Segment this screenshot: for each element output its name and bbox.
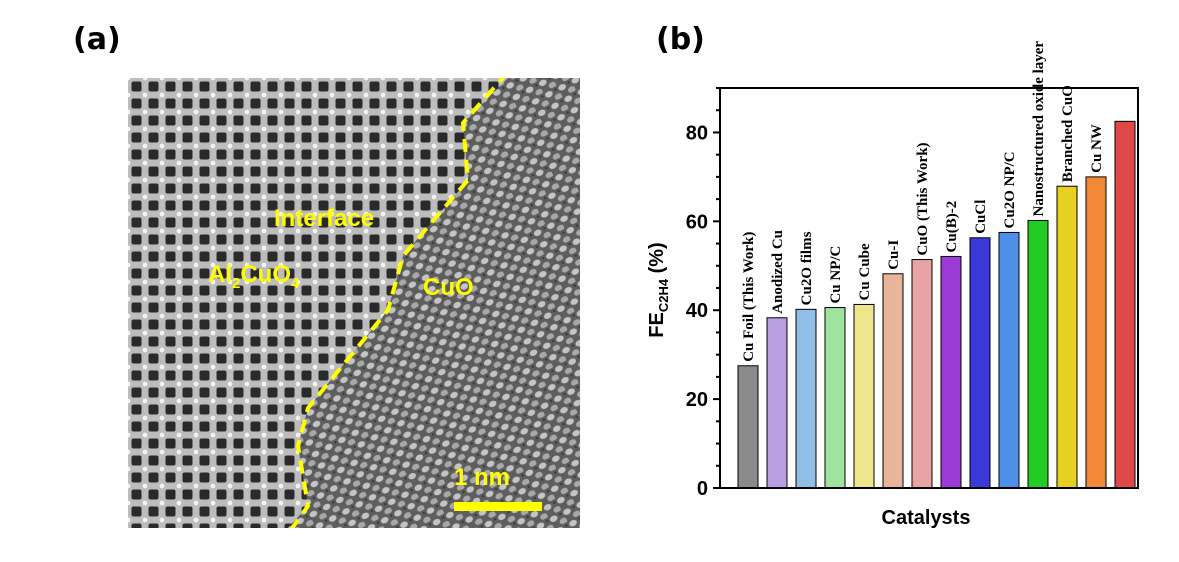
bar [824, 307, 846, 489]
plot-frame [719, 87, 1139, 489]
bar [940, 255, 962, 489]
bar [1056, 185, 1078, 489]
bar [882, 273, 904, 489]
panel-label-a: (a) [73, 22, 121, 57]
bar [998, 231, 1020, 489]
y-tick-label: 60 [686, 211, 708, 233]
bar-label: Cu-I [886, 240, 902, 270]
y-tick-label: 40 [686, 300, 708, 322]
bar-label: CuAl-I (This Work) [1118, 0, 1134, 117]
bar [737, 365, 759, 489]
bar [911, 259, 933, 489]
tem-lattice-image [128, 78, 580, 528]
bar [1085, 176, 1107, 489]
al2cuo4-label: Al2CuO4 [208, 261, 300, 292]
scale-bar [454, 502, 542, 511]
bar [766, 317, 788, 489]
cuo-label: CuO [423, 274, 474, 301]
bar-label: Cu NP/C [828, 246, 844, 304]
interface-label: Interface [274, 205, 375, 232]
x-axis-title: Catalysts [882, 507, 971, 529]
bar [1114, 120, 1136, 489]
bar [853, 303, 875, 489]
bar-label: Cu2O films [799, 231, 815, 305]
bar-label: Cu Cube [857, 243, 873, 300]
y-tick-label: 0 [697, 478, 708, 500]
bar-label: Branched CuO [1060, 85, 1076, 182]
bar [1027, 219, 1049, 489]
interface-line [289, 78, 506, 528]
bar-label: Cu Foil (This Work) [741, 232, 757, 362]
bar-label: CuCl [973, 200, 989, 234]
y-tick-label: 80 [686, 122, 708, 144]
bar-label: Anodized Cu [770, 230, 786, 314]
scale-bar-label: 1 nm [454, 464, 511, 491]
y-tick-label: 20 [686, 389, 708, 411]
tem-micrograph: Interface Al2CuO4 CuO 1 nm [128, 78, 580, 528]
bar-label: Cu2O NP/C [1002, 151, 1018, 228]
bar-label: CuO (This Work) [915, 142, 931, 255]
panel-label-b: (b) [656, 22, 705, 57]
bar [969, 237, 991, 489]
bar-label: Cu(B)-2 [944, 201, 960, 253]
bar [795, 308, 817, 489]
y-axis-title: FEC2H4 (%) [646, 242, 671, 337]
al2cuo4-region [128, 78, 508, 528]
bar-label: Cu NW [1089, 124, 1105, 173]
bar-label: Nanostructured oxide layer [1031, 41, 1047, 217]
